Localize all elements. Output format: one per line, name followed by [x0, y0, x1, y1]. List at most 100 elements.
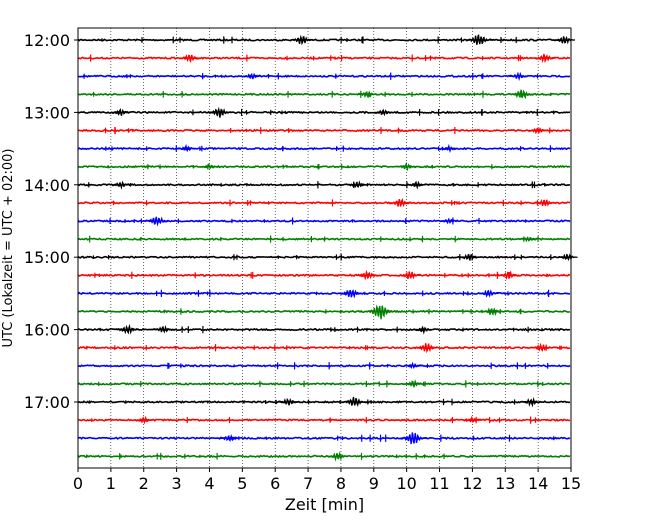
x-tick-label: 9 [369, 474, 379, 493]
trace-baseline [77, 400, 571, 404]
trace-baseline [77, 38, 571, 42]
y-tick-label: 13:00 [24, 103, 70, 122]
event-burst [278, 397, 299, 406]
event-burst [144, 216, 169, 227]
y-axis-label: UTC (Lokalzeit = UTC + 02:00) [1, 149, 16, 348]
event-burst [365, 304, 396, 320]
trace-baseline [78, 92, 571, 97]
x-tick-label: 15 [561, 474, 581, 493]
trace [77, 304, 571, 320]
trace-baseline [77, 201, 571, 205]
trace [77, 342, 571, 354]
trace-baseline [77, 327, 571, 332]
trace [77, 269, 571, 281]
tick-layer: 0 1 2 3 4 5 6 7 8 9 10 11 12 13 14 1512:0013:0014:0015:… [24, 31, 581, 493]
trace [77, 235, 571, 243]
minute-grid [110, 28, 539, 468]
trace-baseline [77, 418, 571, 422]
event-burst [347, 180, 368, 189]
x-tick-label: 14 [528, 474, 548, 493]
x-tick-label: 4 [204, 474, 214, 493]
x-tick-label: 2 [139, 474, 149, 493]
event-burst [481, 307, 503, 317]
trace-baseline [77, 74, 571, 78]
x-tick-label: 0 [73, 474, 83, 493]
trace [77, 451, 571, 462]
event-burst [413, 325, 433, 335]
event-burst [519, 236, 538, 243]
y-tick-label: 14:00 [24, 176, 70, 195]
trace-baseline [77, 56, 571, 60]
y-tick-label: 16:00 [24, 321, 70, 340]
y-tick-label: 17:00 [24, 393, 70, 412]
event-burst [533, 53, 556, 64]
trace [77, 106, 571, 118]
trace-baseline [77, 183, 571, 187]
trace [78, 89, 571, 100]
trace [77, 415, 571, 425]
event-burst [289, 34, 313, 46]
x-tick-label: 12 [462, 474, 482, 493]
trace-baseline [77, 237, 571, 241]
trace [77, 379, 571, 388]
trace [77, 180, 571, 190]
event-burst [399, 432, 427, 445]
x-axis-label: Zeit [min] [285, 495, 364, 514]
trace [77, 323, 571, 335]
trace-baseline [77, 128, 571, 133]
event-burst [242, 72, 262, 80]
trace [77, 34, 576, 46]
event-burst [342, 396, 367, 408]
trace [77, 53, 571, 64]
event-burst [357, 90, 378, 99]
trace-baseline [77, 364, 571, 368]
event-burst [327, 451, 349, 462]
trace-baseline [77, 164, 571, 169]
trace [77, 161, 571, 172]
event-burst [478, 289, 499, 298]
event-burst [508, 71, 528, 81]
trace [77, 253, 578, 262]
trace [77, 143, 571, 154]
event-burst [530, 342, 552, 352]
event-burst [397, 161, 416, 172]
x-tick-label: 1 [106, 474, 116, 493]
event-burst [111, 180, 130, 190]
x-tick-label: 6 [270, 474, 280, 493]
event-burst [521, 396, 542, 408]
trace-baseline [77, 255, 571, 259]
event-burst [134, 415, 153, 425]
event-burst [459, 253, 479, 261]
event-burst [398, 271, 421, 280]
x-tick-label: 10 [396, 474, 416, 493]
y-tick-label: 12:00 [24, 31, 70, 50]
plot-frame [77, 27, 572, 469]
trace-baseline [77, 382, 571, 386]
trace [77, 216, 571, 227]
event-burst [403, 379, 424, 388]
event-burst [374, 108, 393, 117]
event-burst [389, 198, 411, 208]
event-burst [528, 126, 548, 135]
trace-baseline [77, 436, 571, 440]
event-burst [404, 361, 423, 370]
x-tick-label: 8 [336, 474, 346, 493]
event-burst [179, 54, 201, 64]
trace [77, 71, 571, 81]
event-burst [200, 162, 219, 170]
event-burst [356, 269, 378, 281]
event-burst [207, 106, 232, 118]
event-burst [553, 36, 576, 45]
trace-layer [77, 34, 578, 462]
trace-baseline [77, 345, 571, 350]
trace-baseline [77, 110, 571, 115]
event-burst [153, 324, 174, 334]
y-tick-label: 15:00 [24, 248, 70, 267]
event-burst [176, 143, 196, 153]
trace [77, 361, 571, 370]
x-tick-label: 7 [303, 474, 313, 493]
event-burst [465, 34, 492, 45]
trace [77, 289, 571, 299]
event-burst [557, 253, 578, 262]
trace-baseline [77, 146, 571, 151]
